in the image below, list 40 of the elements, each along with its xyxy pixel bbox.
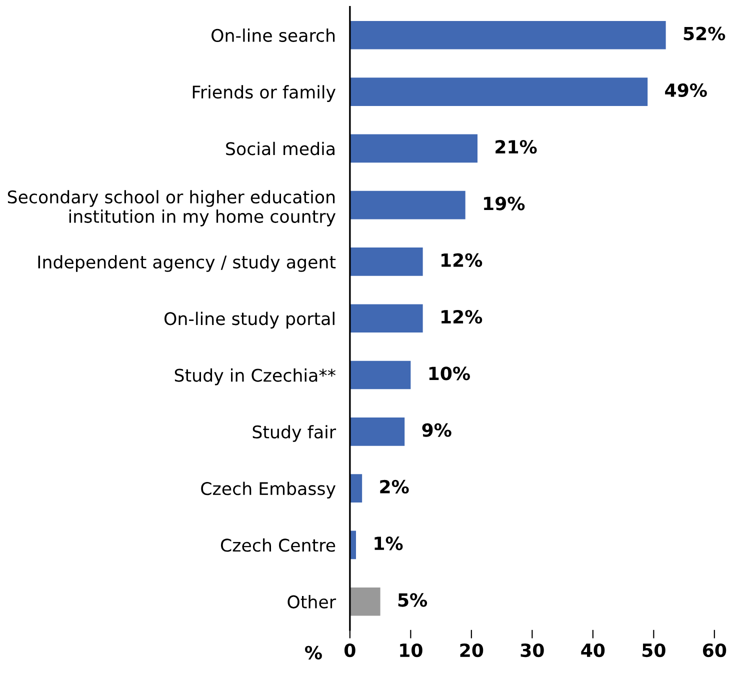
- x-tick-label: 20: [460, 643, 484, 658]
- x-tick-label: 0: [344, 643, 356, 658]
- y-tick-label: On-line search: [212, 28, 335, 42]
- y-tick-label: Czech Centre: [220, 538, 336, 552]
- y-tick-label: Independent agency / study agent: [38, 255, 336, 272]
- x-tick-label: 40: [581, 643, 605, 658]
- bar: [350, 587, 380, 616]
- bar: [350, 190, 466, 220]
- y-tick-label: Study in Czechia**: [174, 368, 336, 386]
- bar: [350, 134, 478, 163]
- x-axis-title: %: [305, 646, 322, 660]
- y-tick-label: On-line study portal: [164, 312, 334, 329]
- y-tick-label: Friends or family: [192, 85, 336, 102]
- data-label: 12%: [442, 310, 482, 324]
- x-tick-label: 50: [642, 643, 666, 658]
- data-label: 9%: [422, 423, 452, 437]
- x-tick-label: 10: [400, 643, 422, 658]
- x-tick-label: 30: [520, 643, 544, 658]
- data-label: 2%: [380, 480, 409, 494]
- bar: [350, 418, 405, 446]
- data-label: 10%: [429, 366, 470, 380]
- y-tick-label: Czech Embassy: [201, 482, 336, 499]
- data-label: 1%: [374, 536, 403, 550]
- y-tick-label: Study fair: [252, 425, 336, 442]
- data-label: 5%: [398, 593, 428, 607]
- data-label: 49%: [665, 83, 707, 98]
- y-tick-label: Other: [288, 595, 336, 608]
- bar: [350, 304, 423, 333]
- bar: [350, 474, 362, 502]
- data-label: 21%: [496, 140, 537, 154]
- data-label: 19%: [484, 196, 525, 210]
- data-label: 52%: [684, 26, 726, 40]
- bar: [350, 20, 666, 50]
- y-tick-label: Social media: [226, 142, 334, 156]
- data-label: 12%: [442, 253, 482, 267]
- y-tick-label: Secondary school or higher education institution in my home country: [8, 190, 336, 226]
- bar: [350, 78, 648, 106]
- bar: [350, 248, 423, 276]
- x-tick-label: 60: [702, 643, 726, 658]
- bar: [350, 360, 411, 390]
